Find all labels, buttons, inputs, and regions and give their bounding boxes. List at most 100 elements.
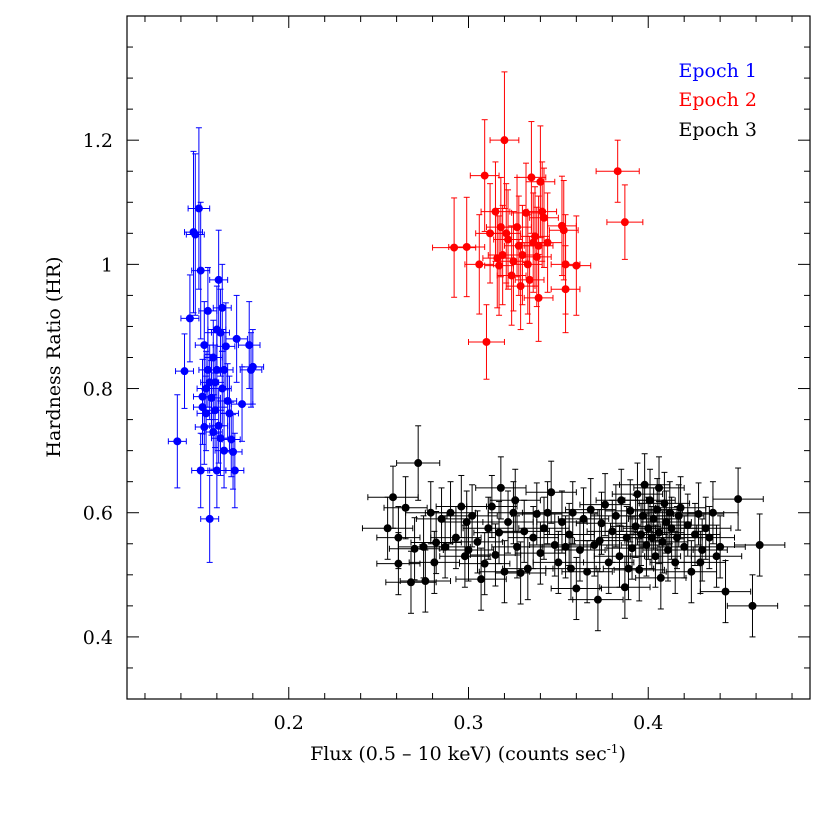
data-point (523, 253, 554, 342)
data-marker (748, 601, 757, 610)
data-point (550, 556, 603, 621)
data-marker (203, 306, 212, 315)
data-marker (221, 342, 230, 351)
data-point (629, 524, 682, 588)
data-point (191, 201, 211, 340)
tick-labels: 0.2 0.3 0.4 0.4 0.6 0.8 1 1.2 (83, 130, 664, 734)
data-marker (525, 275, 534, 284)
data-marker (664, 545, 673, 554)
data-marker (635, 565, 644, 574)
data-marker (480, 559, 489, 568)
data-marker (211, 378, 220, 387)
data-marker (194, 204, 203, 213)
data-marker (200, 341, 209, 350)
data-point (550, 245, 581, 334)
data-marker (680, 542, 689, 551)
data-marker (173, 437, 182, 446)
data-marker (721, 587, 730, 596)
y-tick-label: 0.4 (83, 627, 113, 649)
data-marker (734, 495, 743, 504)
data-point (633, 456, 685, 520)
data-point (415, 487, 468, 551)
data-marker (646, 496, 655, 505)
data-point (565, 478, 617, 542)
data-marker (432, 538, 441, 547)
data-point (602, 537, 655, 601)
data-point (408, 530, 461, 594)
data-marker (676, 503, 685, 512)
data-point (187, 127, 211, 290)
x-axis-label-end: ) (618, 743, 625, 765)
data-marker (212, 466, 221, 475)
data-marker (180, 367, 189, 376)
data-point (451, 510, 504, 574)
y-axis-label: Hardness Ratio (HR) (43, 256, 65, 457)
data-marker (568, 508, 577, 517)
data-point (489, 71, 520, 209)
legend-epoch-2: Epoch 2 (679, 89, 757, 111)
data-point (653, 484, 705, 548)
data-point (432, 197, 477, 298)
data-point (635, 546, 687, 610)
data-marker (196, 266, 205, 275)
data-marker (620, 583, 629, 592)
data-point (194, 301, 214, 390)
data-point (712, 467, 764, 531)
data-point (205, 344, 225, 421)
data-marker (225, 409, 234, 418)
data-marker (595, 536, 604, 545)
legend-epoch-1: Epoch 1 (679, 60, 757, 82)
data-point (167, 394, 187, 489)
data-marker (238, 400, 247, 409)
data-point (595, 468, 647, 532)
data-point (185, 153, 205, 316)
data-point (494, 541, 547, 605)
data-point (502, 537, 554, 601)
series-epoch-2 (432, 71, 644, 380)
data-marker (516, 282, 525, 291)
data-point (694, 515, 746, 579)
data-marker (712, 552, 721, 561)
x-axis-label-sup: -1 (607, 742, 619, 756)
x-tick-label: 0.3 (453, 712, 483, 734)
data-marker (547, 488, 556, 497)
data-marker (586, 505, 595, 514)
data-point (376, 506, 421, 570)
data-point (604, 479, 656, 543)
data-point (383, 476, 428, 540)
data-marker (498, 251, 507, 260)
data-marker (527, 173, 536, 182)
data-marker (473, 537, 482, 546)
x-tick-label: 0.2 (274, 712, 304, 734)
x-axis-label-main: Flux (0.5 – 10 keV) (counts sec (310, 743, 607, 765)
data-marker (410, 544, 419, 553)
data-marker (475, 260, 484, 269)
data-marker (604, 558, 613, 567)
data-marker (561, 542, 570, 551)
data-marker (572, 261, 581, 270)
data-point (683, 506, 736, 570)
data-marker (656, 573, 665, 582)
data-marker (532, 509, 541, 518)
data-marker (667, 524, 676, 533)
data-marker (185, 314, 194, 323)
data-point (448, 196, 486, 298)
data-point (690, 524, 743, 588)
data-marker (690, 530, 699, 539)
data-marker (477, 575, 486, 584)
data-point (493, 189, 523, 290)
data-marker (468, 511, 477, 520)
data-marker (613, 167, 622, 176)
data-marker (209, 353, 218, 362)
data-marker (566, 564, 575, 573)
series-epoch-1 (167, 127, 265, 563)
data-marker (620, 218, 629, 227)
data-point (574, 509, 626, 573)
data-point (489, 468, 541, 532)
data-point (680, 496, 732, 560)
data-marker (430, 558, 439, 567)
data-marker (205, 514, 214, 523)
data-marker (633, 490, 642, 499)
data-marker (523, 260, 532, 269)
